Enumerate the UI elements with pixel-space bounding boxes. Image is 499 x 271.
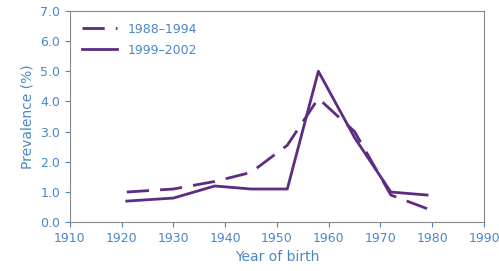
1999–2002 [124, 199, 130, 203]
1988–1994 [352, 130, 358, 133]
Line: 1988–1994: 1988–1994 [127, 98, 427, 209]
1988–1994 [284, 144, 290, 147]
1999–2002 [248, 187, 254, 191]
Legend: 1988–1994, 1999–2002: 1988–1994, 1999–2002 [76, 17, 203, 63]
1988–1994 [424, 207, 430, 210]
1999–2002 [284, 187, 290, 191]
1988–1994 [124, 191, 130, 194]
1988–1994 [212, 180, 218, 183]
1988–1994 [248, 171, 254, 174]
1999–2002 [424, 193, 430, 197]
1988–1994 [171, 187, 177, 191]
1999–2002 [171, 196, 177, 200]
1999–2002 [388, 191, 394, 194]
1999–2002 [352, 136, 358, 139]
Y-axis label: Prevalence (%): Prevalence (%) [20, 64, 34, 169]
X-axis label: Year of birth: Year of birth [235, 250, 319, 264]
Line: 1999–2002: 1999–2002 [127, 71, 427, 201]
1999–2002 [212, 184, 218, 188]
1988–1994 [388, 193, 394, 197]
1988–1994 [315, 97, 321, 100]
1999–2002 [315, 70, 321, 73]
